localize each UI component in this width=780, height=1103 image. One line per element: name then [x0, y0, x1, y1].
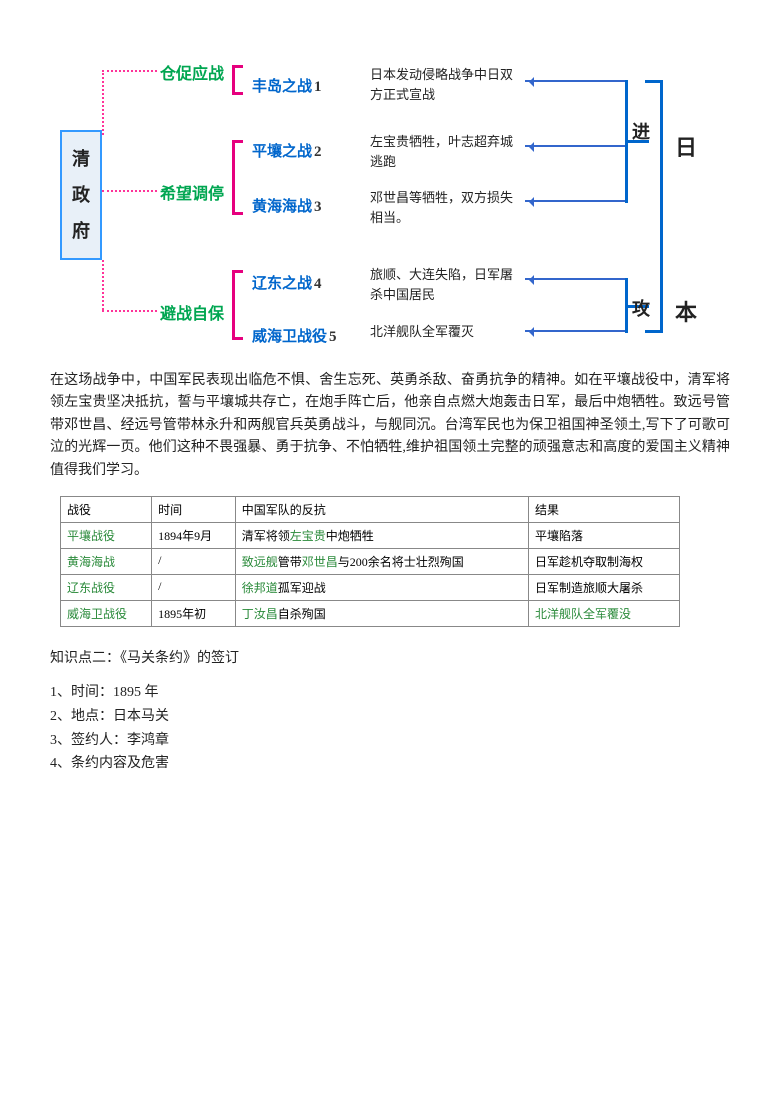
desc-5: 北洋舰队全军覆灭	[370, 322, 520, 342]
gong-char: 攻	[632, 295, 650, 321]
arrow-left-icon	[525, 330, 625, 332]
brace-icon	[232, 140, 248, 215]
arrow-left-icon	[525, 145, 625, 147]
table-row: 辽东战役 / 徐邦道孤军迎战 日军制造旅顺大屠杀	[61, 574, 680, 600]
desc-1: 日本发动侵略战争中日双方正式宣战	[370, 65, 520, 104]
point-time: 1、时间：1895 年	[50, 681, 730, 705]
battle-fengdao: 丰岛之战1	[252, 75, 322, 96]
desc-2: 左宝贵牺牲，叶志超弃城逃跑	[370, 132, 520, 171]
col-time: 时间	[152, 496, 236, 522]
col-result: 结果	[528, 496, 679, 522]
desc-4: 旅顺、大连失陷，日军屠杀中国居民	[370, 265, 520, 304]
strategy-mediate: 希望调停	[160, 180, 224, 204]
brace-icon	[232, 65, 248, 95]
battle-pyongyang: 平壤之战2	[252, 140, 322, 161]
summary-paragraph: 在这场战争中，中国军民表现出临危不惧、舍生忘死、英勇杀敌、奋勇抗争的精神。如在平…	[50, 370, 730, 482]
point-content: 4、条约内容及危害	[50, 752, 730, 776]
zheng-char: 政	[72, 177, 90, 213]
pink-connector	[102, 70, 157, 72]
ben-char: 本	[675, 295, 697, 327]
table-row: 平壤战役 1894年9月 清军将领左宝贵中炮牺牲 平壤陷落	[61, 522, 680, 548]
jin-char: 进	[632, 118, 650, 144]
strategy-hasty: 仓促应战	[160, 60, 224, 84]
col-resist: 中国军队的反抗	[235, 496, 528, 522]
qing-char: 清	[72, 141, 90, 177]
blue-hline	[645, 80, 663, 83]
battle-huanghai: 黄海海战3	[252, 195, 322, 216]
war-diagram: 清 政 府 仓促应战 希望调停 避战自保 丰岛之战1 平壤之战2 黄海海战3 辽…	[60, 60, 700, 350]
desc-3: 邓世昌等牺牲，双方损失相当。	[370, 188, 520, 227]
arrow-left-icon	[525, 200, 625, 202]
point-signer: 3、签约人：李鸿章	[50, 729, 730, 753]
strategy-avoid: 避战自保	[160, 300, 224, 324]
point-place: 2、地点：日本马关	[50, 705, 730, 729]
ri-char: 日	[675, 130, 697, 162]
table-header-row: 战役 时间 中国军队的反抗 结果	[61, 496, 680, 522]
qing-gov-box: 清 政 府	[60, 130, 102, 260]
section-title-treaty: 知识点二：《马关条约》的签订	[50, 647, 730, 667]
brace-icon	[232, 270, 248, 340]
pink-connector	[102, 310, 157, 312]
pink-connector	[102, 70, 104, 135]
arrow-left-icon	[525, 278, 625, 280]
fu-char: 府	[72, 213, 90, 249]
col-battle: 战役	[61, 496, 152, 522]
battles-table: 战役 时间 中国军队的反抗 结果 平壤战役 1894年9月 清军将领左宝贵中炮牺…	[60, 496, 680, 627]
battle-weihaiwei: 威海卫战役5	[252, 325, 337, 346]
arrow-left-icon	[525, 80, 625, 82]
blue-bracket-outer	[660, 80, 663, 333]
battle-liaodong: 辽东之战4	[252, 272, 322, 293]
pink-connector	[102, 260, 104, 310]
treaty-points: 1、时间：1895 年 2、地点：日本马关 3、签约人：李鸿章 4、条约内容及危…	[50, 681, 730, 776]
blue-hline	[645, 330, 663, 333]
pink-connector	[102, 190, 157, 192]
table-row: 威海卫战役 1895年初 丁汝昌自杀殉国 北洋舰队全军覆没	[61, 600, 680, 626]
table-row: 黄海海战 / 致远舰管带邓世昌与200余名将士壮烈殉国 日军趁机夺取制海权	[61, 548, 680, 574]
